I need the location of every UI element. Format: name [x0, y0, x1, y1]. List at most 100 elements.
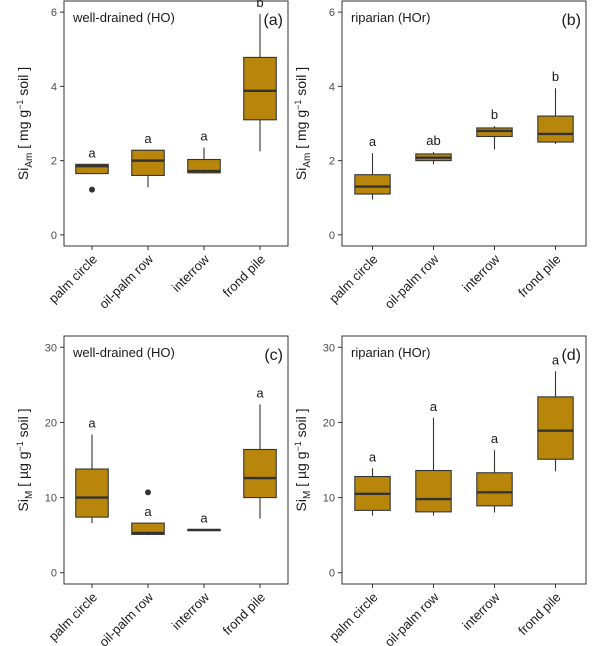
panel-label: (c): [264, 347, 283, 364]
significance-letter: a: [200, 129, 208, 144]
box-frond-pile: a: [243, 385, 277, 519]
x-tick-label: interrow: [169, 251, 213, 295]
box-iqr: [243, 56, 277, 121]
box-palm-circle: a: [354, 134, 391, 200]
y-tick-label: 2: [51, 156, 57, 168]
plot-frame: [341, 335, 587, 585]
box-interrow: a: [476, 431, 513, 513]
y-axis-label-sup: −1: [293, 441, 303, 451]
box-oil-palm-row: a: [131, 131, 165, 188]
y-axis-label-unit: [ µg g: [15, 451, 31, 490]
y-axis-label-main: Si: [293, 499, 309, 511]
x-tick-label: oil-palm row: [381, 589, 442, 646]
panel-label: (b): [561, 12, 581, 29]
significance-letter: a: [144, 131, 152, 146]
panel-title: riparian (HOr): [351, 345, 430, 360]
significance-letter: ab: [426, 133, 440, 148]
panel-title: well-drained (HO): [72, 10, 175, 25]
box-iqr: [537, 115, 574, 143]
y-axis-label-tail: soil ]: [293, 67, 309, 100]
box-iqr: [131, 522, 165, 535]
y-axis-label-unit: [ mg g: [293, 110, 309, 153]
plot-frame: [63, 0, 289, 247]
x-tick-label: palm circle: [46, 590, 101, 645]
panel-label: (d): [561, 347, 581, 364]
y-axis-label-sub: Am: [302, 153, 313, 168]
y-tick-label: 2: [329, 156, 335, 168]
x-tick-label: oil-palm row: [381, 251, 442, 312]
y-axis-label: SiM [ µg g−1 soil ]: [15, 409, 35, 512]
significance-letter: a: [88, 415, 96, 430]
significance-letter: b: [552, 69, 559, 84]
box-iqr: [187, 158, 221, 174]
panel-label: (a): [263, 12, 283, 29]
y-axis-label-sup: −1: [293, 100, 303, 110]
y-tick-label: 20: [45, 417, 57, 429]
box-iqr: [75, 163, 109, 175]
significance-letter: a: [369, 449, 377, 464]
x-tick-label: oil-palm row: [96, 251, 157, 312]
box-iqr: [476, 472, 513, 507]
y-axis-label-sub: Am: [24, 153, 35, 168]
y-tick-label: 6: [51, 7, 57, 19]
y-axis-label-main: Si: [293, 168, 309, 180]
y-axis-label-sub: M: [24, 491, 35, 499]
box-interrow: a: [187, 129, 221, 174]
x-tick-label: frond pile: [515, 590, 563, 638]
y-tick-label: 0: [51, 568, 57, 580]
panel-title: riparian (HOr): [351, 10, 430, 25]
box-iqr: [131, 149, 165, 177]
panel-title: well-drained (HO): [72, 345, 175, 360]
significance-letter: a: [88, 145, 96, 160]
y-axis-label-sup: −1: [15, 441, 25, 451]
y-axis-label-unit: [ mg g: [15, 110, 31, 153]
plot-frame: [63, 335, 289, 585]
x-tick-label: interrow: [459, 251, 503, 295]
y-tick-label: 10: [323, 493, 335, 505]
significance-letter: a: [144, 504, 152, 519]
panel-a: 0 2 4 6 SiAm [ mg g−1 soil ] well-drained (HO…: [15, 0, 289, 312]
box-interrow: a: [187, 511, 221, 532]
significance-letter: a: [256, 385, 264, 400]
y-tick-label: 30: [45, 342, 57, 354]
significance-letter: a: [369, 134, 377, 149]
y-tick-label: 4: [329, 81, 335, 93]
plot-frame: [341, 0, 587, 247]
box-iqr: [354, 174, 391, 195]
box-oil-palm-row: a: [415, 399, 452, 516]
x-tick-label: interrow: [169, 589, 213, 633]
y-tick-label: 30: [323, 342, 335, 354]
panel-c: 0 10 20 30 SiM [ µg g−1 soil ] well-drained (…: [15, 335, 289, 646]
x-tick-label: oil-palm row: [96, 589, 157, 646]
y-tick-label: 10: [45, 493, 57, 505]
x-tick-label: frond pile: [515, 252, 563, 300]
x-tick-label: interrow: [459, 589, 503, 633]
y-axis-label-sub: M: [302, 491, 313, 499]
panel-d: 0 10 20 30 SiM [ µg g−1 soil ] riparian (HOr)…: [293, 335, 587, 646]
significance-letter: b: [256, 0, 263, 10]
y-axis-label-tail: soil ]: [15, 409, 31, 442]
y-tick-label: 4: [51, 81, 57, 93]
y-axis-label: SiAm [ mg g−1 soil ]: [15, 67, 35, 180]
significance-letter: b: [491, 107, 498, 122]
box-iqr: [415, 469, 452, 513]
box-oil-palm-row: a: [131, 489, 165, 536]
outlier-point: [145, 489, 151, 496]
y-axis-label-sup: −1: [15, 100, 25, 110]
panel-b: 0 2 4 6 SiAm [ mg g−1 soil ] riparian (HOr) (b…: [293, 0, 587, 312]
box-frond-pile: b: [537, 69, 574, 144]
box-oil-palm-row: ab: [415, 133, 452, 165]
significance-letter: a: [430, 399, 438, 414]
y-axis-label: SiAm [ mg g−1 soil ]: [293, 67, 313, 180]
significance-letter: a: [200, 511, 208, 526]
y-tick-label: 0: [329, 230, 335, 242]
y-axis-label-main: Si: [15, 168, 31, 180]
significance-letter: a: [491, 431, 499, 446]
y-axis-label: SiM [ µg g−1 soil ]: [293, 409, 313, 512]
box-iqr: [537, 396, 574, 460]
x-tick-label: frond pile: [220, 252, 268, 300]
box-iqr: [75, 468, 109, 518]
y-axis-label-tail: soil ]: [15, 67, 31, 100]
box-iqr: [243, 448, 277, 499]
y-tick-label: 20: [323, 417, 335, 429]
